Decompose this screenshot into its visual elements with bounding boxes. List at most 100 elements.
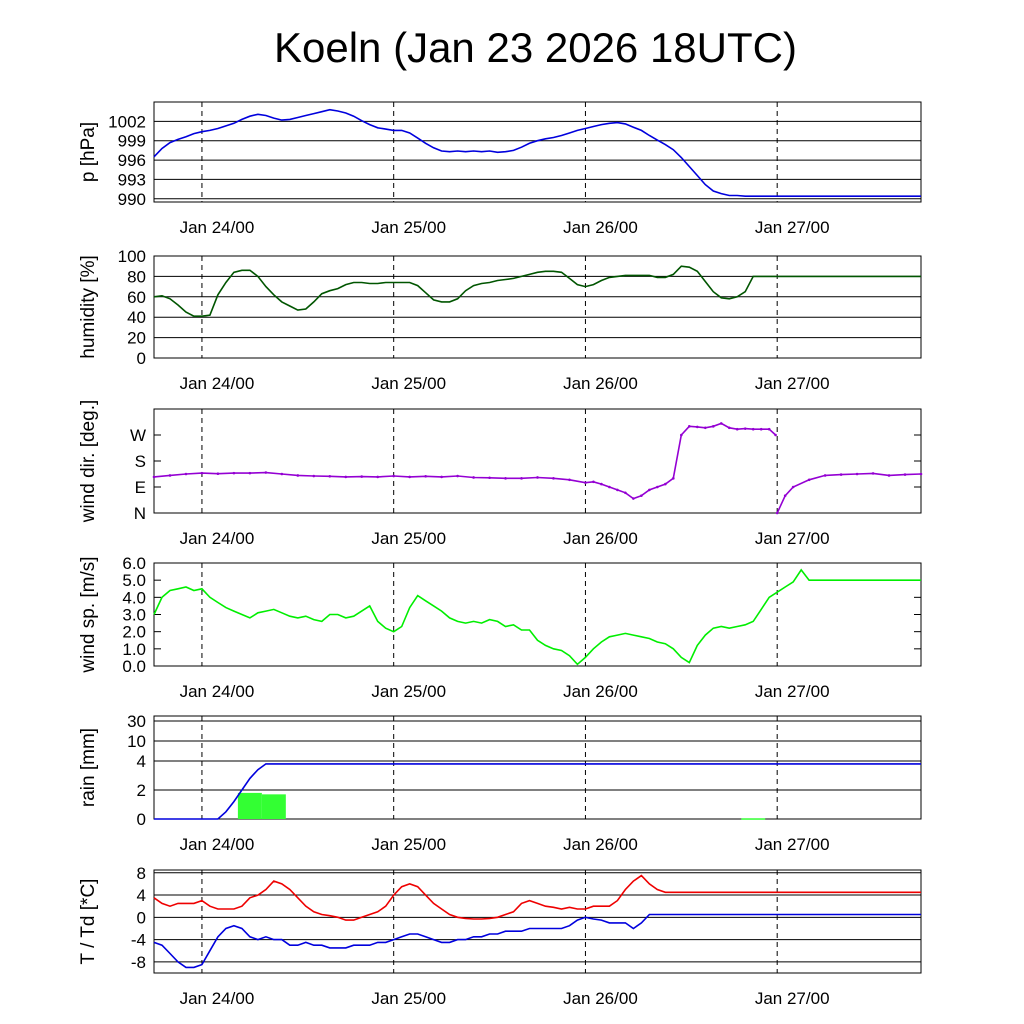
wind_speed-ytick-label: 5.0: [122, 571, 146, 590]
temperature-series-line: [153, 874, 921, 921]
rain-xtick-label: Jan 27/00: [755, 835, 830, 854]
wind_direction-point: [807, 478, 811, 482]
wind_direction-point: [775, 511, 779, 515]
pressure-xtick-label: Jan 24/00: [180, 218, 255, 237]
humidity-plot-frame: [153, 255, 922, 359]
wind_direction-point: [600, 482, 603, 486]
wind_speed-ytick-label: 3.0: [122, 606, 146, 625]
pressure-series-line: [153, 108, 921, 197]
wind_direction-point: [703, 426, 707, 430]
wind_speed-series-line: [153, 568, 921, 666]
humidity-ytick-label: 80: [127, 267, 146, 286]
wind_speed-ytick-label: 6.0: [122, 554, 146, 573]
temperature-xtick-label: Jan 25/00: [371, 989, 446, 1008]
wind_direction-plot-frame: [153, 408, 922, 514]
wind_speed-xtick-label: Jan 25/00: [371, 682, 446, 701]
wind_speed-xtick-label: Jan 27/00: [755, 682, 830, 701]
wind_direction-xtick-label: Jan 25/00: [371, 529, 446, 548]
temperature-ytick-label: 8: [137, 864, 146, 883]
wind_speed-ytick-label: 0.0: [122, 657, 146, 676]
pressure-plot-frame: [153, 101, 922, 203]
humidity-ytick-label: 100: [118, 247, 146, 266]
wind_direction-ytick-label: E: [135, 478, 146, 497]
wind_direction-point: [774, 433, 777, 437]
temperature-xtick-label: Jan 24/00: [180, 989, 255, 1008]
wind_direction-point: [783, 494, 787, 497]
wind_direction-point: [855, 472, 859, 476]
wind_direction-point: [200, 471, 204, 475]
wind_direction-series-line: [776, 472, 922, 514]
humidity-series-line: [153, 265, 921, 318]
rain-ytick-label: 4: [137, 752, 146, 771]
rain-bar: [741, 818, 766, 820]
wind_direction-ytick-label: N: [134, 504, 146, 523]
wind_direction-point: [456, 474, 459, 478]
wind_direction-point: [695, 425, 699, 429]
wind_direction-point: [584, 481, 587, 484]
wind_speed-ytick-label: 4.0: [122, 588, 146, 607]
wind_direction-point: [536, 476, 539, 479]
temperature-ytick-label: -8: [131, 953, 146, 972]
wind_direction-point: [727, 426, 731, 430]
wind_direction-point: [711, 425, 715, 428]
wind_direction-point: [280, 472, 284, 476]
wind_direction-point: [839, 473, 843, 476]
temperature-plot-frame: [153, 869, 922, 974]
chart-title: Koeln (Jan 23 2026 18UTC): [274, 24, 797, 71]
rain-ytick-label: 30: [127, 712, 146, 731]
wind_direction-point: [887, 474, 891, 477]
humidity-xtick-label: Jan 25/00: [371, 374, 446, 393]
humidity-xtick-label: Jan 27/00: [755, 374, 830, 393]
wind_direction-point: [568, 478, 571, 482]
rain-axis-label: rain [mm]: [78, 728, 99, 807]
humidity-ytick-label: 40: [127, 308, 146, 327]
wind_direction-point: [472, 476, 475, 479]
pressure-xtick-label: Jan 26/00: [563, 218, 638, 237]
pressure-axis-label: p [hPa]: [78, 122, 99, 182]
wind_direction-point: [735, 427, 739, 431]
rain-ytick-label: 0: [137, 810, 146, 829]
pressure-xtick-label: Jan 25/00: [371, 218, 446, 237]
wind_direction-point: [152, 475, 156, 479]
wind_direction-point: [719, 422, 723, 425]
rain-xtick-label: Jan 25/00: [371, 835, 446, 854]
pressure-ytick-label: 993: [118, 170, 146, 189]
wind_speed-xtick-label: Jan 26/00: [563, 682, 638, 701]
wind_direction-point: [640, 494, 643, 497]
temperature-ytick-label: 4: [137, 886, 146, 905]
rain-ytick-label: 10: [127, 732, 146, 751]
wind_direction-ytick-label: W: [130, 426, 146, 445]
pressure-ytick-label: 996: [118, 151, 146, 170]
wind_direction-point: [360, 475, 364, 478]
wind_direction-point: [168, 474, 172, 477]
pressure-xtick-label: Jan 27/00: [755, 218, 830, 237]
wind_direction-point: [767, 427, 771, 431]
wind_direction-point: [184, 472, 188, 476]
wind_direction-point: [903, 473, 907, 476]
humidity-xtick-label: Jan 24/00: [180, 374, 255, 393]
temperature-ytick-label: 0: [137, 908, 146, 927]
wind_direction-series-line: [153, 422, 777, 500]
wind_direction-point: [680, 433, 683, 437]
wind_direction-axis-label: wind dir. [deg.]: [78, 400, 99, 524]
wind_direction-point: [392, 474, 395, 478]
wind_direction-point: [759, 427, 763, 431]
wind_speed-xtick-label: Jan 24/00: [180, 682, 255, 701]
wind_speed-ytick-label: 2.0: [122, 623, 146, 642]
temperature-ytick-label: -4: [131, 931, 146, 950]
wind_direction-point: [664, 482, 667, 486]
wind_direction-point: [264, 471, 268, 474]
wind_direction-point: [296, 474, 300, 477]
rain-xtick-label: Jan 26/00: [563, 835, 638, 854]
wind_direction-point: [424, 475, 427, 478]
wind_direction-xtick-label: Jan 27/00: [755, 529, 830, 548]
wind_direction-point: [552, 477, 555, 480]
wind_direction-point: [376, 475, 380, 479]
wind_direction-point: [408, 475, 411, 479]
wind_direction-point: [688, 425, 691, 428]
wind_direction-point: [312, 474, 316, 478]
wind_direction-xtick-label: Jan 24/00: [180, 529, 255, 548]
pressure-ytick-label: 1002: [108, 112, 146, 131]
wind_direction-point: [656, 485, 659, 489]
